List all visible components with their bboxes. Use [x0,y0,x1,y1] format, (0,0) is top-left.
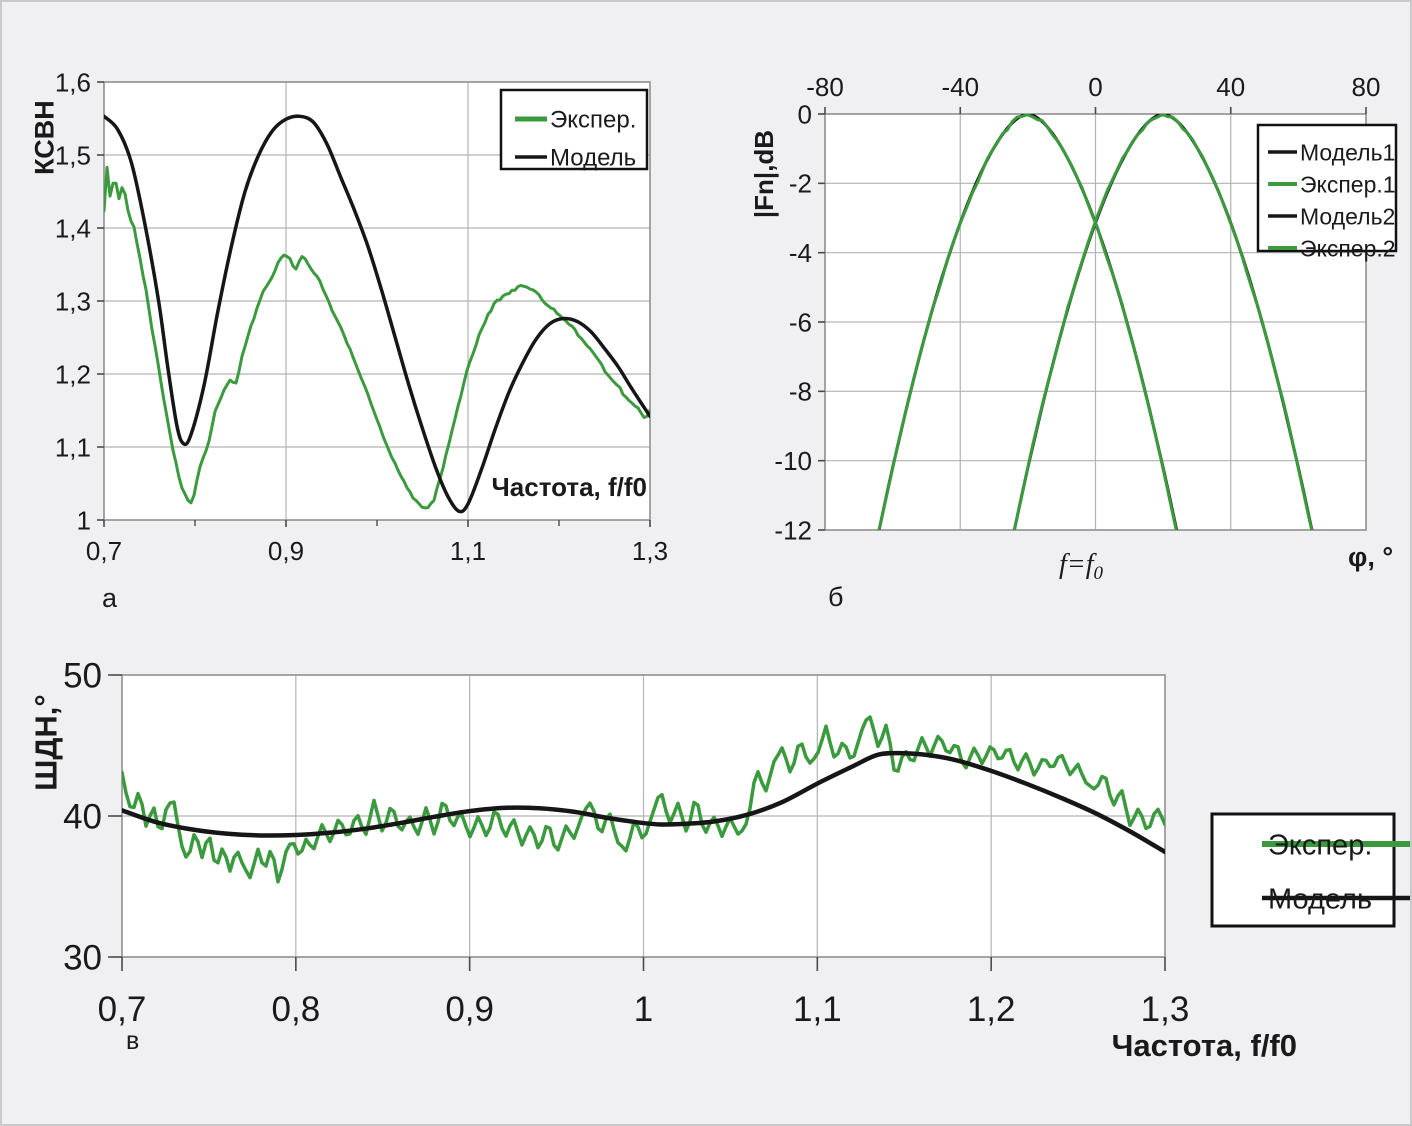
x-tick-label: 40 [1216,72,1245,102]
chart-b-sublabel: б [828,582,844,612]
legend: Модель1 Экспер.1 Модель2 Экспер.2 [1256,123,1398,261]
y-tick-label: -12 [774,515,812,545]
legend-label: Модель [1268,883,1372,915]
y-tick-label: -2 [789,169,812,199]
y-tick-label: 50 [63,657,102,696]
series-group [104,114,650,514]
chart-b-y-axis-title: |Fn|,dB [749,129,779,219]
chart-a-y-axis-title: КСВН [29,100,60,175]
y-tick-label: -10 [774,446,812,476]
series-group [877,114,1314,530]
chart-a-plot: 1,6 1,5 1,4 1,3 1,2 1,1 10,7 0,9 1,1 1,3 Экспер. Мо… [55,67,668,566]
legend-label: Модель2 [1300,203,1395,229]
x-tick-label: 1,3 [632,536,668,566]
legend-item: Модель [515,145,636,172]
y-tick-label: 30 [63,939,102,978]
legend-box [1256,123,1398,253]
series-exp2-line [1012,114,1314,530]
series-group [122,715,1165,884]
legend-item: Модель [1262,883,1410,915]
x-tick-label: 1,1 [450,536,486,566]
x-tick-label: 80 [1352,72,1381,102]
x-tick-label: 0,9 [268,536,304,566]
chart-a-sublabel: а [102,583,118,613]
x-tick-label: 1,3 [1141,990,1190,1029]
legend: Экспер. Модель [1210,812,1410,928]
x-tick-label: 1,2 [967,990,1016,1029]
legend-item: Экспер. [515,107,636,134]
y-tick-label: 40 [63,798,102,837]
x-tick-label: 0,7 [98,990,147,1029]
x-tick-label: -80 [806,72,844,102]
series-exp1-line [877,114,1178,530]
legend-label: Модель1 [1300,139,1395,165]
series-model-line [104,114,650,514]
x-tick-label: 1 [634,990,653,1029]
x-tick-label: 0,9 [445,990,494,1029]
x-tick-label: -40 [941,72,979,102]
chart-b-x-axis-title: φ, ° [1348,542,1394,572]
legend: Экспер. Модель [499,88,649,172]
chart-c-x-axis-title: Частота, f/f0 [1111,1028,1297,1063]
chart-c-y-axis-title: ШДН,° [28,694,64,791]
x-tick-label: 0 [1088,72,1102,102]
y-tick-label: -8 [789,377,812,407]
legend-label: Экспер.1 [1300,171,1396,197]
y-tick-label: 1,5 [55,140,91,170]
chart-c-sublabel: в [126,1027,140,1055]
y-tick-label: 0 [798,99,812,129]
legend-label: Экспер.2 [1300,235,1396,261]
chart-b-plot: 0 -2 -4 -6 -8 -10 -12 -80 -40 0 40 80 Модель1 Экспер.… [774,72,1398,545]
y-tick-label: 1,2 [55,359,91,389]
chart-a-x-axis-title: Частота, f/f0 [491,472,647,502]
x-tick-label: 1,1 [793,990,842,1029]
y-tick-label: -4 [789,238,812,268]
x-tick-label: 0,8 [272,990,321,1029]
x-tick-label: 0,7 [86,536,122,566]
y-tick-label: 1,6 [55,67,91,97]
legend-item: Модель2 [1268,203,1395,229]
legend-item: Экспер. [1262,829,1410,861]
legend-item: Модель1 [1268,139,1395,165]
legend-label: Модель [550,145,636,172]
series-model-line [122,750,1165,855]
y-tick-label: 1 [77,505,91,535]
legend-label: Экспер. [1268,829,1372,861]
chart-c-plot: 50 40 30 0,7 0,8 0,9 1 1,1 1,2 1,3 Экспер. Модель [63,657,1410,1029]
legend-item: Экспер.1 [1268,171,1396,197]
legend-label: Экспер. [550,107,636,134]
annotation-subscript: 0 [1093,563,1103,584]
y-tick-label: -6 [789,307,812,337]
y-tick-label: 1,4 [55,213,91,243]
series-exp-line [122,715,1165,884]
legend-item: Экспер.2 [1268,235,1396,261]
y-tick-label: 1,1 [55,432,91,462]
legend-box [1210,812,1396,928]
chart-b-frequency-annotation: f=f0 [1021,550,1141,584]
y-tick-label: 1,3 [55,286,91,316]
annotation-main: f=f [1059,549,1094,580]
